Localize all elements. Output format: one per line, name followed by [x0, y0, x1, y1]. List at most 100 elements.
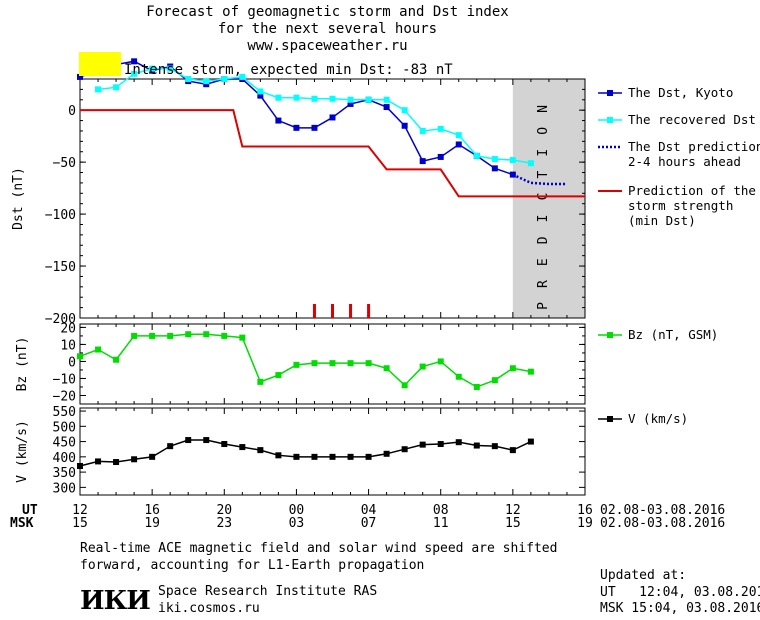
data-point: [275, 94, 282, 101]
data-point: [365, 453, 372, 460]
y-tick-label: −20: [53, 389, 76, 404]
data-point: [203, 78, 210, 85]
data-point: [239, 444, 246, 451]
data-point: [95, 86, 102, 93]
data-point: [167, 332, 174, 339]
data-point: [185, 437, 192, 444]
data-point: [383, 96, 390, 103]
chart-title-line1: Forecast of geomagnetic storm and Dst in…: [146, 4, 509, 20]
prediction-label-char: I: [536, 214, 551, 222]
series-line: [79, 333, 532, 388]
data-point: [347, 100, 354, 107]
updated-ut: UT 12:04, 03.08.2016: [600, 585, 760, 600]
data-point: [365, 360, 372, 367]
prediction-label-char: D: [536, 236, 551, 244]
storm-strength-line-icon: [598, 190, 622, 192]
storm-strength-line: [80, 109, 585, 198]
data-point: [473, 442, 480, 449]
website-link[interactable]: www.spaceweather.ru: [247, 38, 408, 54]
data-point: [77, 353, 83, 360]
y-tick-label: 300: [53, 481, 76, 496]
data-point: [491, 165, 498, 172]
prediction-band: [512, 79, 585, 318]
data-point: [149, 332, 156, 339]
data-point: [473, 152, 480, 159]
ut-tick-label: 20: [216, 503, 232, 518]
data-point: [347, 360, 354, 367]
data-point: [419, 158, 426, 165]
msk-tick-label: 23: [216, 516, 232, 531]
data-point: [527, 160, 534, 167]
prediction-label-char: N: [536, 105, 551, 113]
data-point: [383, 365, 390, 372]
data-point: [239, 334, 246, 341]
ut-tick-label: 04: [361, 503, 377, 518]
data-point: [131, 456, 138, 463]
series-line: [79, 439, 532, 467]
data-point: [455, 132, 462, 139]
y-tick-label: 0: [68, 355, 76, 370]
data-point: [275, 452, 282, 459]
data-point: [509, 447, 516, 454]
data-point: [131, 70, 138, 77]
data-point: [221, 76, 228, 82]
data-point: [437, 153, 444, 160]
prediction-dots-icon: [598, 145, 622, 149]
data-point: [311, 360, 318, 367]
data-point: [257, 447, 264, 454]
legend-bz-label: Bz (nT, GSM): [628, 327, 719, 342]
msk-tick-label: 19: [577, 516, 593, 531]
ut-tick-label: 00: [289, 503, 305, 518]
v-line-icon: [598, 416, 622, 422]
data-point: [455, 373, 462, 380]
updated-msk: MSK 15:04, 03.08.2016: [600, 601, 760, 616]
data-point: [113, 84, 120, 91]
data-point: [347, 96, 354, 103]
data-point: [275, 117, 282, 124]
updated-title: Updated at:: [600, 568, 687, 583]
prediction-label-char: R: [536, 280, 551, 288]
ut-tick-label: 12: [72, 503, 88, 518]
msk-label: MSK: [10, 516, 34, 531]
institute-site-link[interactable]: iki.cosmos.ru: [158, 601, 260, 616]
data-point: [509, 157, 516, 164]
data-point: [419, 363, 426, 370]
data-point: [131, 332, 138, 339]
data-point: [401, 382, 408, 389]
data-point: [509, 365, 516, 372]
prediction-label-char: E: [536, 258, 551, 266]
msk-tick-label: 15: [505, 516, 521, 531]
data-point: [455, 141, 462, 148]
data-point: [437, 358, 444, 365]
ut-tick-label: 16: [577, 503, 593, 518]
data-point: [257, 378, 264, 385]
ut-tick-label: 12: [505, 503, 521, 518]
y-tick-label: −100: [45, 208, 76, 223]
msk-tick-label: 19: [144, 516, 160, 531]
data-point: [257, 92, 264, 99]
data-point: [221, 332, 228, 339]
msk-tick-label: 15: [72, 516, 88, 531]
data-point: [347, 453, 354, 460]
data-point: [95, 458, 102, 465]
series-line: [79, 60, 514, 176]
msk-date-range: 02.08-03.08.2016: [600, 516, 726, 531]
y-tick-label: −50: [53, 156, 76, 171]
data-point: [167, 65, 174, 72]
ut-tick-label: 08: [433, 503, 449, 518]
data-point: [491, 443, 498, 450]
data-point: [329, 453, 336, 460]
data-point: [383, 104, 390, 111]
y-tick-label: 400: [53, 451, 76, 466]
storm-expectation: Intense storm, expected min Dst: -83 nT: [124, 62, 453, 78]
ut-date-range: 02.08-03.08.2016: [600, 503, 726, 518]
data-point: [113, 356, 120, 363]
y-tick-label: −200: [45, 312, 76, 327]
data-point: [419, 127, 426, 134]
data-point: [455, 439, 462, 446]
bz-line-icon: [598, 332, 622, 338]
data-point: [221, 441, 228, 448]
data-point: [329, 360, 336, 367]
